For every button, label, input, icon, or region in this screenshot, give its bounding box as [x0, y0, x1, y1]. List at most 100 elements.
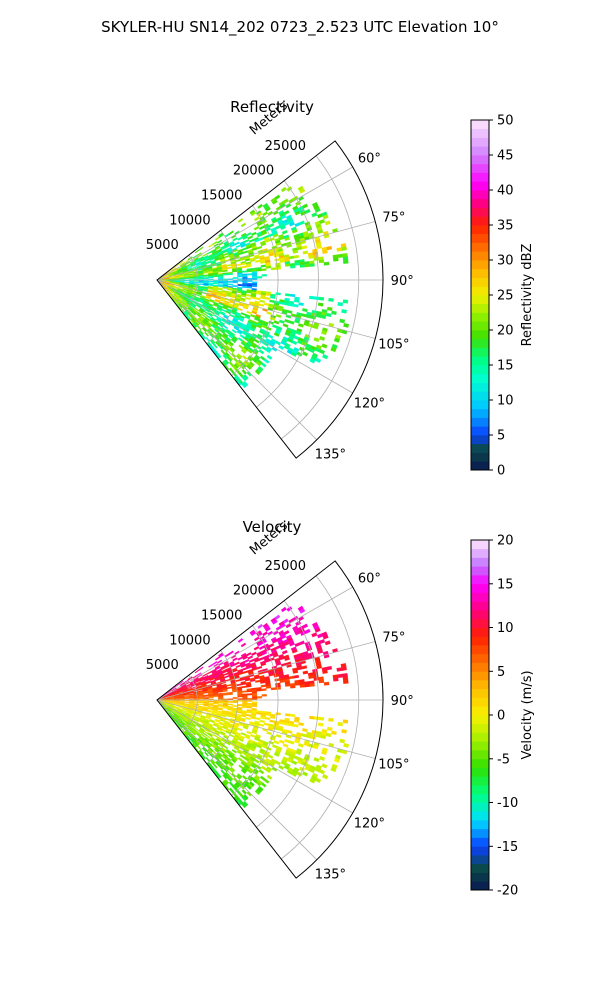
azimuth-tick-label: 75° — [382, 211, 405, 226]
field-cell — [339, 318, 346, 324]
field-cell — [285, 293, 291, 297]
field-cell — [189, 277, 195, 279]
field-cell — [241, 667, 248, 671]
field-cell — [189, 697, 195, 699]
azimuth-tick-label: 75° — [382, 631, 405, 646]
field-cell — [274, 614, 281, 620]
field-cell — [273, 332, 280, 337]
field-cell — [259, 719, 265, 723]
field-cell — [208, 700, 214, 703]
colorbar-segment — [471, 636, 489, 646]
field-cell — [265, 685, 272, 689]
field-cell — [208, 276, 214, 279]
colorbar-segment — [471, 767, 489, 777]
field-cell — [208, 704, 214, 707]
field-cell — [234, 661, 240, 666]
field-cell — [179, 700, 185, 702]
azimuth-tick-label: 105° — [378, 758, 409, 773]
field-cell — [245, 232, 252, 237]
azimuth-tick-label: 120° — [354, 817, 385, 832]
field-cell — [226, 264, 232, 267]
field-cell — [319, 336, 326, 341]
field-cell — [246, 286, 253, 289]
field-cell — [193, 701, 200, 704]
colorbar-tick-label: -20 — [497, 884, 518, 899]
field-cell — [326, 665, 333, 671]
colorbar-segment — [471, 881, 489, 891]
colorbar-segment — [471, 356, 489, 366]
field-cell — [246, 364, 252, 370]
field-cell — [186, 266, 193, 270]
field-cell — [242, 250, 249, 254]
field-cell — [311, 632, 318, 638]
field-cell — [337, 673, 344, 678]
field-cell — [190, 311, 196, 316]
field-cell — [257, 623, 264, 629]
field-cell — [256, 245, 263, 250]
field-cell — [236, 263, 242, 267]
field-cell — [299, 640, 305, 646]
field-cell — [263, 358, 270, 364]
field-cell — [288, 320, 295, 325]
colorbar-tick-label: 20 — [497, 534, 514, 549]
field-cell — [247, 273, 253, 276]
field-cell — [313, 296, 320, 301]
colorbar-segment — [471, 391, 489, 401]
field-cell — [282, 618, 289, 624]
field-cell — [184, 278, 190, 280]
field-cell — [341, 309, 347, 314]
field-cell — [214, 656, 221, 661]
field-cell — [168, 285, 174, 288]
field-cell — [189, 278, 195, 280]
field-cell — [286, 309, 293, 314]
field-cell — [226, 686, 233, 690]
colorbar-segment — [471, 373, 489, 383]
colorbar-segment — [471, 268, 489, 278]
field-cell — [293, 674, 300, 679]
velocity-panel: Velocity 500010000150002000025000Meters6… — [146, 518, 535, 899]
field-cell — [193, 298, 199, 303]
azimuth-tick-label: 60° — [358, 151, 381, 166]
colorbar-tick-label: 0 — [497, 709, 505, 724]
colorbar-segment — [471, 566, 489, 576]
field-cell — [251, 651, 257, 656]
colorbar-segment — [471, 872, 489, 882]
field-cell — [240, 312, 247, 316]
field-cell — [318, 296, 325, 301]
field-cell — [227, 701, 234, 703]
azimuth-tick-label: 90° — [391, 274, 414, 289]
field-cell — [232, 701, 238, 703]
field-cell — [208, 696, 214, 699]
field-cell — [255, 297, 261, 301]
field-cell — [213, 695, 219, 698]
field-cell — [263, 302, 270, 306]
field-cell — [313, 337, 320, 343]
field-cell — [290, 265, 296, 269]
field-cell — [241, 369, 247, 375]
field-cell — [252, 696, 258, 699]
field-cell — [232, 285, 238, 288]
azimuth-tick-label: 135° — [315, 867, 346, 882]
field-cell — [275, 734, 282, 738]
field-cell — [228, 650, 234, 655]
field-cell — [259, 299, 265, 303]
radial-tick-label: 15000 — [201, 609, 242, 624]
colorbar-segment — [471, 260, 489, 270]
field-cell — [274, 258, 280, 262]
field-cell — [265, 206, 271, 212]
field-cell — [260, 242, 267, 247]
field-cell — [274, 678, 280, 682]
field-cell — [275, 292, 281, 296]
field-cell — [262, 211, 268, 217]
radial-tick-label: 20000 — [233, 164, 274, 179]
field-cell — [321, 343, 328, 349]
field-cell — [319, 349, 326, 355]
colorbar-segment — [471, 452, 489, 462]
azimuth-tick-label: 135° — [315, 447, 346, 462]
field-cell — [261, 688, 267, 692]
field-cell — [278, 319, 285, 324]
field-cell — [325, 312, 332, 318]
colorbar-segment — [471, 198, 489, 208]
field-cell — [289, 713, 296, 718]
field-cell — [208, 663, 214, 668]
